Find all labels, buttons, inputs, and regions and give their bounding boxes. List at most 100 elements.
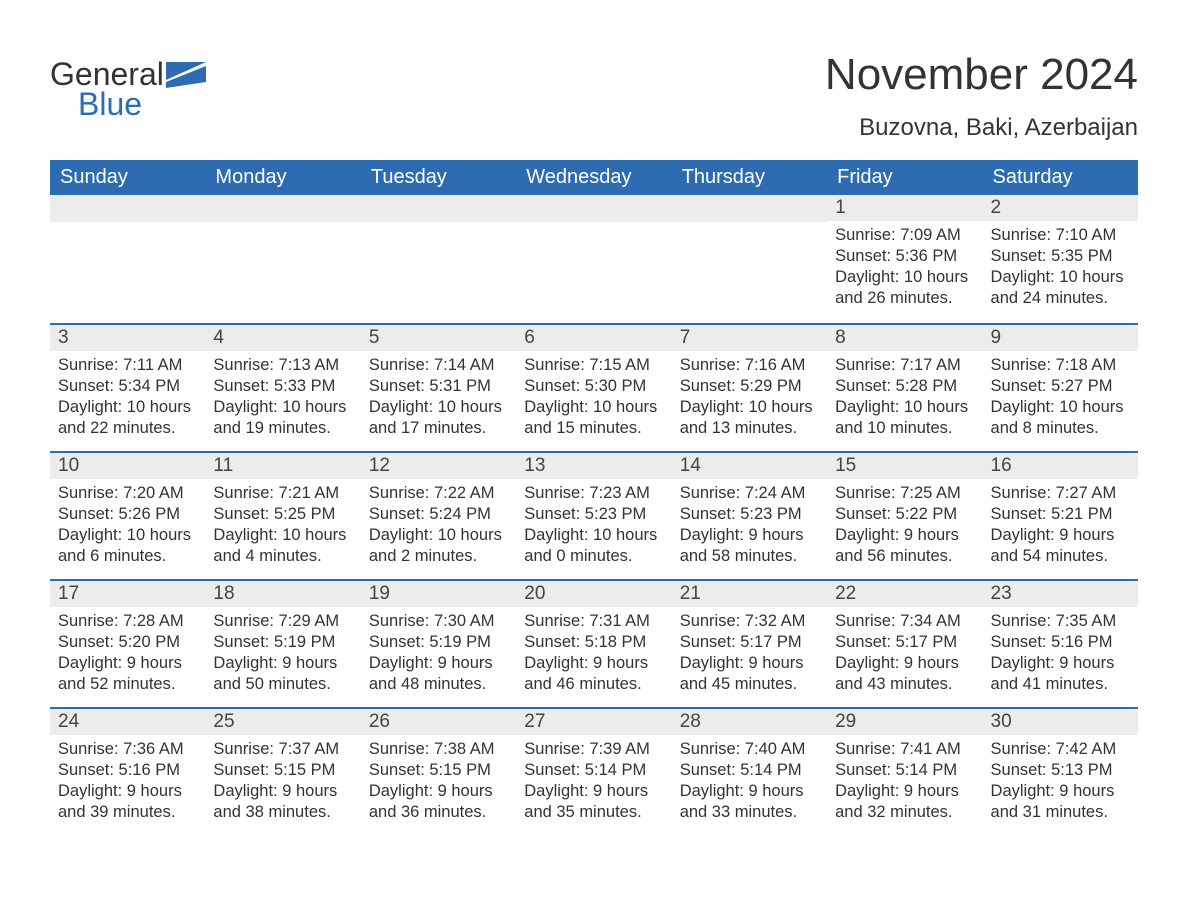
daylight-line: Daylight: 10 hours and 0 minutes.	[524, 525, 663, 567]
sunrise-line: Sunrise: 7:16 AM	[680, 355, 819, 376]
sunset-line: Sunset: 5:22 PM	[835, 504, 974, 525]
sunrise-line: Sunrise: 7:23 AM	[524, 483, 663, 504]
sunrise-line: Sunrise: 7:31 AM	[524, 611, 663, 632]
calendar-day-cell: 11Sunrise: 7:21 AMSunset: 5:25 PMDayligh…	[205, 451, 360, 579]
day-details: Sunrise: 7:10 AMSunset: 5:35 PMDaylight:…	[983, 221, 1138, 313]
day-details: Sunrise: 7:17 AMSunset: 5:28 PMDaylight:…	[827, 351, 982, 443]
day-number: 3	[50, 323, 205, 351]
calendar-day-cell: 30Sunrise: 7:42 AMSunset: 5:13 PMDayligh…	[983, 707, 1138, 835]
day-details: Sunrise: 7:29 AMSunset: 5:19 PMDaylight:…	[205, 607, 360, 699]
day-number: 4	[205, 323, 360, 351]
sunrise-line: Sunrise: 7:36 AM	[58, 739, 197, 760]
sunrise-line: Sunrise: 7:24 AM	[680, 483, 819, 504]
calendar-day-cell: 8Sunrise: 7:17 AMSunset: 5:28 PMDaylight…	[827, 323, 982, 451]
daylight-line: Daylight: 9 hours and 41 minutes.	[991, 653, 1130, 695]
day-number: 2	[983, 195, 1138, 221]
weekday-header: Friday	[827, 160, 982, 195]
sunrise-line: Sunrise: 7:21 AM	[213, 483, 352, 504]
logo-word2: Blue	[78, 88, 164, 120]
calendar-day-cell: 10Sunrise: 7:20 AMSunset: 5:26 PMDayligh…	[50, 451, 205, 579]
calendar-empty-cell	[516, 195, 671, 323]
calendar-empty-cell	[205, 195, 360, 323]
calendar-day-cell: 4Sunrise: 7:13 AMSunset: 5:33 PMDaylight…	[205, 323, 360, 451]
sunset-line: Sunset: 5:18 PM	[524, 632, 663, 653]
day-details: Sunrise: 7:38 AMSunset: 5:15 PMDaylight:…	[361, 735, 516, 827]
calendar-day-cell: 26Sunrise: 7:38 AMSunset: 5:15 PMDayligh…	[361, 707, 516, 835]
day-number: 15	[827, 451, 982, 479]
logo-text: General Blue	[50, 58, 164, 120]
daylight-line: Daylight: 9 hours and 33 minutes.	[680, 781, 819, 823]
calendar-week-row: 10Sunrise: 7:20 AMSunset: 5:26 PMDayligh…	[50, 451, 1138, 579]
day-number: 27	[516, 707, 671, 735]
sunset-line: Sunset: 5:20 PM	[58, 632, 197, 653]
sunset-line: Sunset: 5:26 PM	[58, 504, 197, 525]
sunrise-line: Sunrise: 7:25 AM	[835, 483, 974, 504]
weekday-header: Tuesday	[361, 160, 516, 195]
day-details: Sunrise: 7:25 AMSunset: 5:22 PMDaylight:…	[827, 479, 982, 571]
calendar-day-cell: 12Sunrise: 7:22 AMSunset: 5:24 PMDayligh…	[361, 451, 516, 579]
weekday-header: Sunday	[50, 160, 205, 195]
sunset-line: Sunset: 5:19 PM	[369, 632, 508, 653]
sunset-line: Sunset: 5:23 PM	[680, 504, 819, 525]
day-details: Sunrise: 7:41 AMSunset: 5:14 PMDaylight:…	[827, 735, 982, 827]
sunrise-line: Sunrise: 7:13 AM	[213, 355, 352, 376]
day-number: 24	[50, 707, 205, 735]
sunrise-line: Sunrise: 7:10 AM	[991, 225, 1130, 246]
day-number: 17	[50, 579, 205, 607]
calendar-day-cell: 17Sunrise: 7:28 AMSunset: 5:20 PMDayligh…	[50, 579, 205, 707]
daylight-line: Daylight: 10 hours and 13 minutes.	[680, 397, 819, 439]
sunset-line: Sunset: 5:17 PM	[835, 632, 974, 653]
calendar-day-cell: 28Sunrise: 7:40 AMSunset: 5:14 PMDayligh…	[672, 707, 827, 835]
daylight-line: Daylight: 10 hours and 6 minutes.	[58, 525, 197, 567]
weekday-header: Thursday	[672, 160, 827, 195]
day-number: 11	[205, 451, 360, 479]
sunrise-line: Sunrise: 7:09 AM	[835, 225, 974, 246]
day-details: Sunrise: 7:34 AMSunset: 5:17 PMDaylight:…	[827, 607, 982, 699]
daylight-line: Daylight: 9 hours and 31 minutes.	[991, 781, 1130, 823]
calendar-day-cell: 27Sunrise: 7:39 AMSunset: 5:14 PMDayligh…	[516, 707, 671, 835]
daylight-line: Daylight: 9 hours and 54 minutes.	[991, 525, 1130, 567]
daylight-line: Daylight: 9 hours and 58 minutes.	[680, 525, 819, 567]
day-details: Sunrise: 7:21 AMSunset: 5:25 PMDaylight:…	[205, 479, 360, 571]
sunset-line: Sunset: 5:16 PM	[991, 632, 1130, 653]
daylight-line: Daylight: 10 hours and 26 minutes.	[835, 267, 974, 309]
day-number-bar	[50, 195, 205, 222]
calendar-table: SundayMondayTuesdayWednesdayThursdayFrid…	[50, 160, 1138, 835]
calendar-day-cell: 13Sunrise: 7:23 AMSunset: 5:23 PMDayligh…	[516, 451, 671, 579]
calendar-empty-cell	[50, 195, 205, 323]
day-number: 14	[672, 451, 827, 479]
sunset-line: Sunset: 5:15 PM	[213, 760, 352, 781]
sunrise-line: Sunrise: 7:17 AM	[835, 355, 974, 376]
daylight-line: Daylight: 10 hours and 4 minutes.	[213, 525, 352, 567]
sunset-line: Sunset: 5:28 PM	[835, 376, 974, 397]
day-number: 20	[516, 579, 671, 607]
day-number: 7	[672, 323, 827, 351]
sunrise-line: Sunrise: 7:27 AM	[991, 483, 1130, 504]
day-number-bar	[361, 195, 516, 222]
day-number: 26	[361, 707, 516, 735]
calendar-day-cell: 24Sunrise: 7:36 AMSunset: 5:16 PMDayligh…	[50, 707, 205, 835]
sunrise-line: Sunrise: 7:11 AM	[58, 355, 197, 376]
daylight-line: Daylight: 9 hours and 46 minutes.	[524, 653, 663, 695]
logo-flag-icon	[166, 62, 206, 88]
day-number-bar	[516, 195, 671, 222]
day-number: 25	[205, 707, 360, 735]
title-block: November 2024 Buzovna, Baki, Azerbaijan	[825, 50, 1138, 142]
day-number-bar	[672, 195, 827, 222]
day-number: 10	[50, 451, 205, 479]
calendar-day-cell: 22Sunrise: 7:34 AMSunset: 5:17 PMDayligh…	[827, 579, 982, 707]
calendar-day-cell: 5Sunrise: 7:14 AMSunset: 5:31 PMDaylight…	[361, 323, 516, 451]
day-number: 6	[516, 323, 671, 351]
day-number: 19	[361, 579, 516, 607]
calendar-week-row: 1Sunrise: 7:09 AMSunset: 5:36 PMDaylight…	[50, 195, 1138, 323]
sunrise-line: Sunrise: 7:40 AM	[680, 739, 819, 760]
daylight-line: Daylight: 10 hours and 10 minutes.	[835, 397, 974, 439]
daylight-line: Daylight: 9 hours and 50 minutes.	[213, 653, 352, 695]
day-details: Sunrise: 7:23 AMSunset: 5:23 PMDaylight:…	[516, 479, 671, 571]
calendar-day-cell: 7Sunrise: 7:16 AMSunset: 5:29 PMDaylight…	[672, 323, 827, 451]
daylight-line: Daylight: 9 hours and 56 minutes.	[835, 525, 974, 567]
sunset-line: Sunset: 5:21 PM	[991, 504, 1130, 525]
day-number: 28	[672, 707, 827, 735]
daylight-line: Daylight: 10 hours and 8 minutes.	[991, 397, 1130, 439]
sunset-line: Sunset: 5:34 PM	[58, 376, 197, 397]
